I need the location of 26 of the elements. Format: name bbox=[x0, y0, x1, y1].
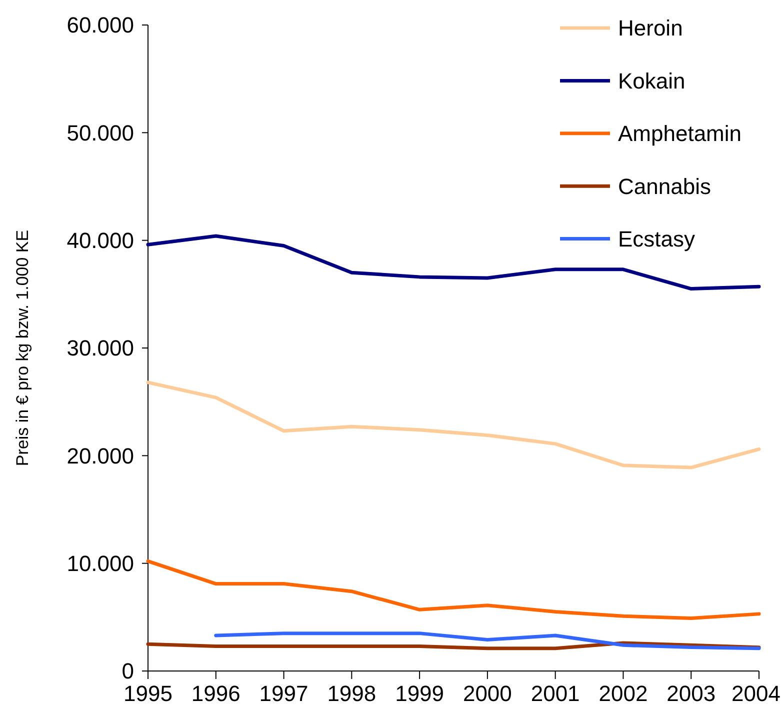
y-tick-label: 30.000 bbox=[66, 336, 134, 361]
y-tick-label: 20.000 bbox=[66, 443, 134, 468]
x-tick-label: 1998 bbox=[327, 681, 376, 706]
y-tick-label: 60.000 bbox=[66, 12, 134, 38]
y-tick-label: 10.000 bbox=[66, 551, 134, 576]
legend-label: Ecstasy bbox=[618, 226, 696, 252]
x-tick-label: 1996 bbox=[191, 681, 240, 706]
y-tick-label: 50.000 bbox=[66, 120, 134, 146]
legend-label: Heroin bbox=[618, 16, 683, 41]
x-tick-label: 2003 bbox=[666, 681, 716, 706]
x-tick-label: 1999 bbox=[395, 681, 444, 706]
x-tick-label: 2001 bbox=[530, 681, 580, 706]
legend-label: Kokain bbox=[618, 68, 686, 94]
x-tick-label: 2000 bbox=[462, 681, 512, 706]
legend-label: Amphetamin bbox=[618, 121, 742, 146]
y-tick-label: 40.000 bbox=[66, 228, 134, 254]
x-tick-label: 1997 bbox=[259, 681, 308, 706]
x-tick-label: 2002 bbox=[598, 681, 648, 706]
y-tick-label: 0 bbox=[122, 658, 134, 684]
line-series bbox=[146, 380, 761, 470]
line-series bbox=[146, 559, 761, 620]
y-axis-title: Preis in € pro kg bzw. 1.000 KE bbox=[13, 230, 32, 466]
line-series bbox=[214, 632, 761, 650]
legend-label: Cannabis bbox=[618, 174, 711, 199]
x-tick-label: 1995 bbox=[124, 681, 172, 706]
x-tick-label: 2004 bbox=[732, 681, 780, 706]
